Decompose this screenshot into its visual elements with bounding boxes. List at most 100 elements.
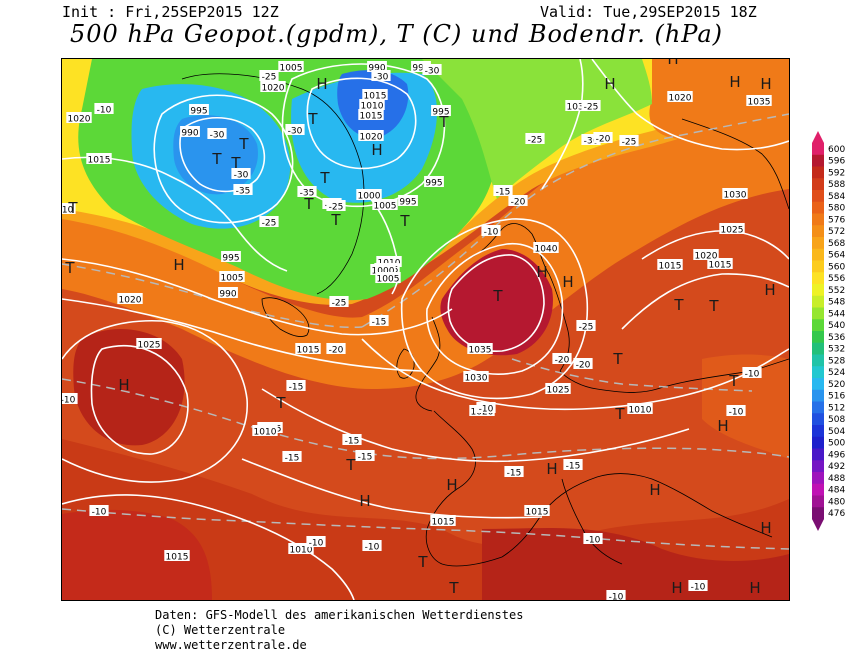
pressure-label: 1020: [66, 112, 92, 125]
isobar-3: [62, 298, 423, 372]
temperature-label-bg: [688, 580, 708, 591]
pressure-label-text: 1005: [377, 275, 400, 285]
high-pressure-mark: H: [760, 75, 771, 93]
temperature-label-bg: [573, 358, 593, 369]
temperature-label-bg: [552, 353, 572, 364]
temperature-label: -25: [329, 296, 349, 309]
pressure-label: 1015: [657, 259, 683, 272]
legend-value: 532: [828, 345, 845, 355]
legend-block: [812, 154, 824, 167]
pressure-label: 1005: [375, 272, 401, 285]
legend-value: 584: [828, 192, 845, 202]
legend-value: 528: [828, 356, 845, 366]
pressure-labels: 1005 990 995102010159959901010101510209959…: [66, 61, 772, 563]
temperature-label: -25: [326, 200, 346, 213]
high-pressure-mark: H: [667, 59, 678, 68]
temperature-label-bg: [282, 451, 302, 462]
pressure-label-text: 1030: [724, 191, 747, 201]
temperature-label-bg: [62, 203, 76, 214]
pressure-label-text: 1005: [280, 64, 303, 74]
legend-value: 544: [828, 309, 845, 319]
legend-block: [812, 272, 824, 285]
low-pressure-mark: T: [728, 372, 739, 390]
temperature-label-text: -10: [92, 508, 107, 518]
temperature-label: -20: [552, 353, 572, 366]
legend-value: 600: [828, 145, 845, 155]
legend-block: [812, 213, 824, 226]
temperature-label-bg: [581, 100, 601, 111]
temperature-label-bg: [62, 393, 78, 404]
pressure-label-bg: [375, 272, 401, 283]
pressure-label-text: 995: [222, 254, 239, 264]
pressure-label-bg: [565, 100, 591, 111]
temperature-label: -30: [285, 124, 305, 137]
shade-scandinavia-ridge: [440, 249, 553, 356]
shade-mid-band: [62, 99, 789, 389]
pressure-label-bg: [358, 109, 384, 120]
shade-southwest: [62, 509, 212, 600]
temperature-label-bg: [422, 64, 442, 75]
temperature-label: -35: [233, 184, 253, 197]
temperature-label: -35: [297, 186, 317, 199]
low-pressure-mark: T: [492, 287, 503, 305]
temperature-label-bg: [285, 124, 305, 135]
isobar-10: [241, 458, 543, 519]
low-pressure-mark: T: [330, 211, 341, 229]
temperature-label-bg: [493, 185, 513, 196]
legend-value: 500: [828, 439, 845, 449]
legend-value: 496: [828, 450, 845, 460]
temperature-label: -10: [726, 405, 746, 418]
temperature-label-bg: [207, 128, 227, 139]
temperature-label-text: -25: [622, 138, 637, 148]
temperature-label: -10: [89, 505, 109, 518]
temperature-label-text: -20: [511, 198, 526, 208]
temperature-label-text: -30: [374, 73, 389, 83]
high-pressure-mark: H: [536, 263, 547, 281]
temperature-label: -25: [525, 133, 545, 146]
pressure-label-bg: [356, 189, 382, 200]
low-pressure-mark: T: [275, 394, 286, 412]
temperature-label: -10: [476, 402, 496, 415]
shade-green-light: [422, 59, 652, 199]
legend-value: 564: [828, 251, 845, 261]
temperature-label-text: -15: [507, 469, 522, 479]
isotherm-5: [511, 358, 753, 392]
pressure-label-bg: [278, 61, 304, 72]
pressure-label: 1000: [370, 264, 396, 277]
low-pressure-mark: T: [67, 199, 78, 217]
pressure-label: 1025: [136, 338, 162, 351]
pressure-label-bg: [431, 105, 451, 116]
pressure-label-bg: [358, 130, 384, 141]
temperature-label-text: -10: [609, 593, 624, 601]
temperature-label-text: -30: [584, 137, 599, 147]
temperature-label-bg: [481, 225, 501, 236]
isobar-low-west: [179, 117, 266, 193]
temperature-label-text: -10: [62, 206, 74, 216]
pressure-label-bg: [545, 383, 571, 394]
legend-value: 588: [828, 180, 845, 190]
legend-block: [812, 436, 824, 449]
shade-northeast: [649, 59, 789, 140]
temperature-label: -25: [259, 216, 279, 229]
temperature-label: -20: [508, 195, 528, 208]
legend-value: 572: [828, 227, 845, 237]
pressure-label: 1020: [117, 293, 143, 306]
pressure-label-bg: [722, 188, 748, 199]
legend-block: [812, 284, 824, 297]
high-pressure-mark: H: [562, 273, 573, 291]
pressure-label-bg: [367, 61, 387, 72]
pressure-label-text: 1020: [68, 115, 91, 125]
temperature-label-text: -15: [566, 462, 581, 472]
pressure-label-text: 1015: [88, 156, 111, 166]
legend-value: 480: [828, 497, 845, 507]
pressure-label-text: 1015: [360, 112, 383, 122]
pressure-label-bg: [362, 89, 388, 100]
pressure-label: 1005: [372, 199, 398, 212]
pressure-label-text: 1015: [364, 92, 387, 102]
pressure-label-bg: [430, 515, 456, 526]
pressure-label-text: 1000: [372, 267, 395, 277]
pressure-label: 1030: [722, 188, 748, 201]
legend-block: [812, 413, 824, 426]
legend-block: [812, 331, 824, 344]
coast-greenland: [181, 73, 365, 295]
